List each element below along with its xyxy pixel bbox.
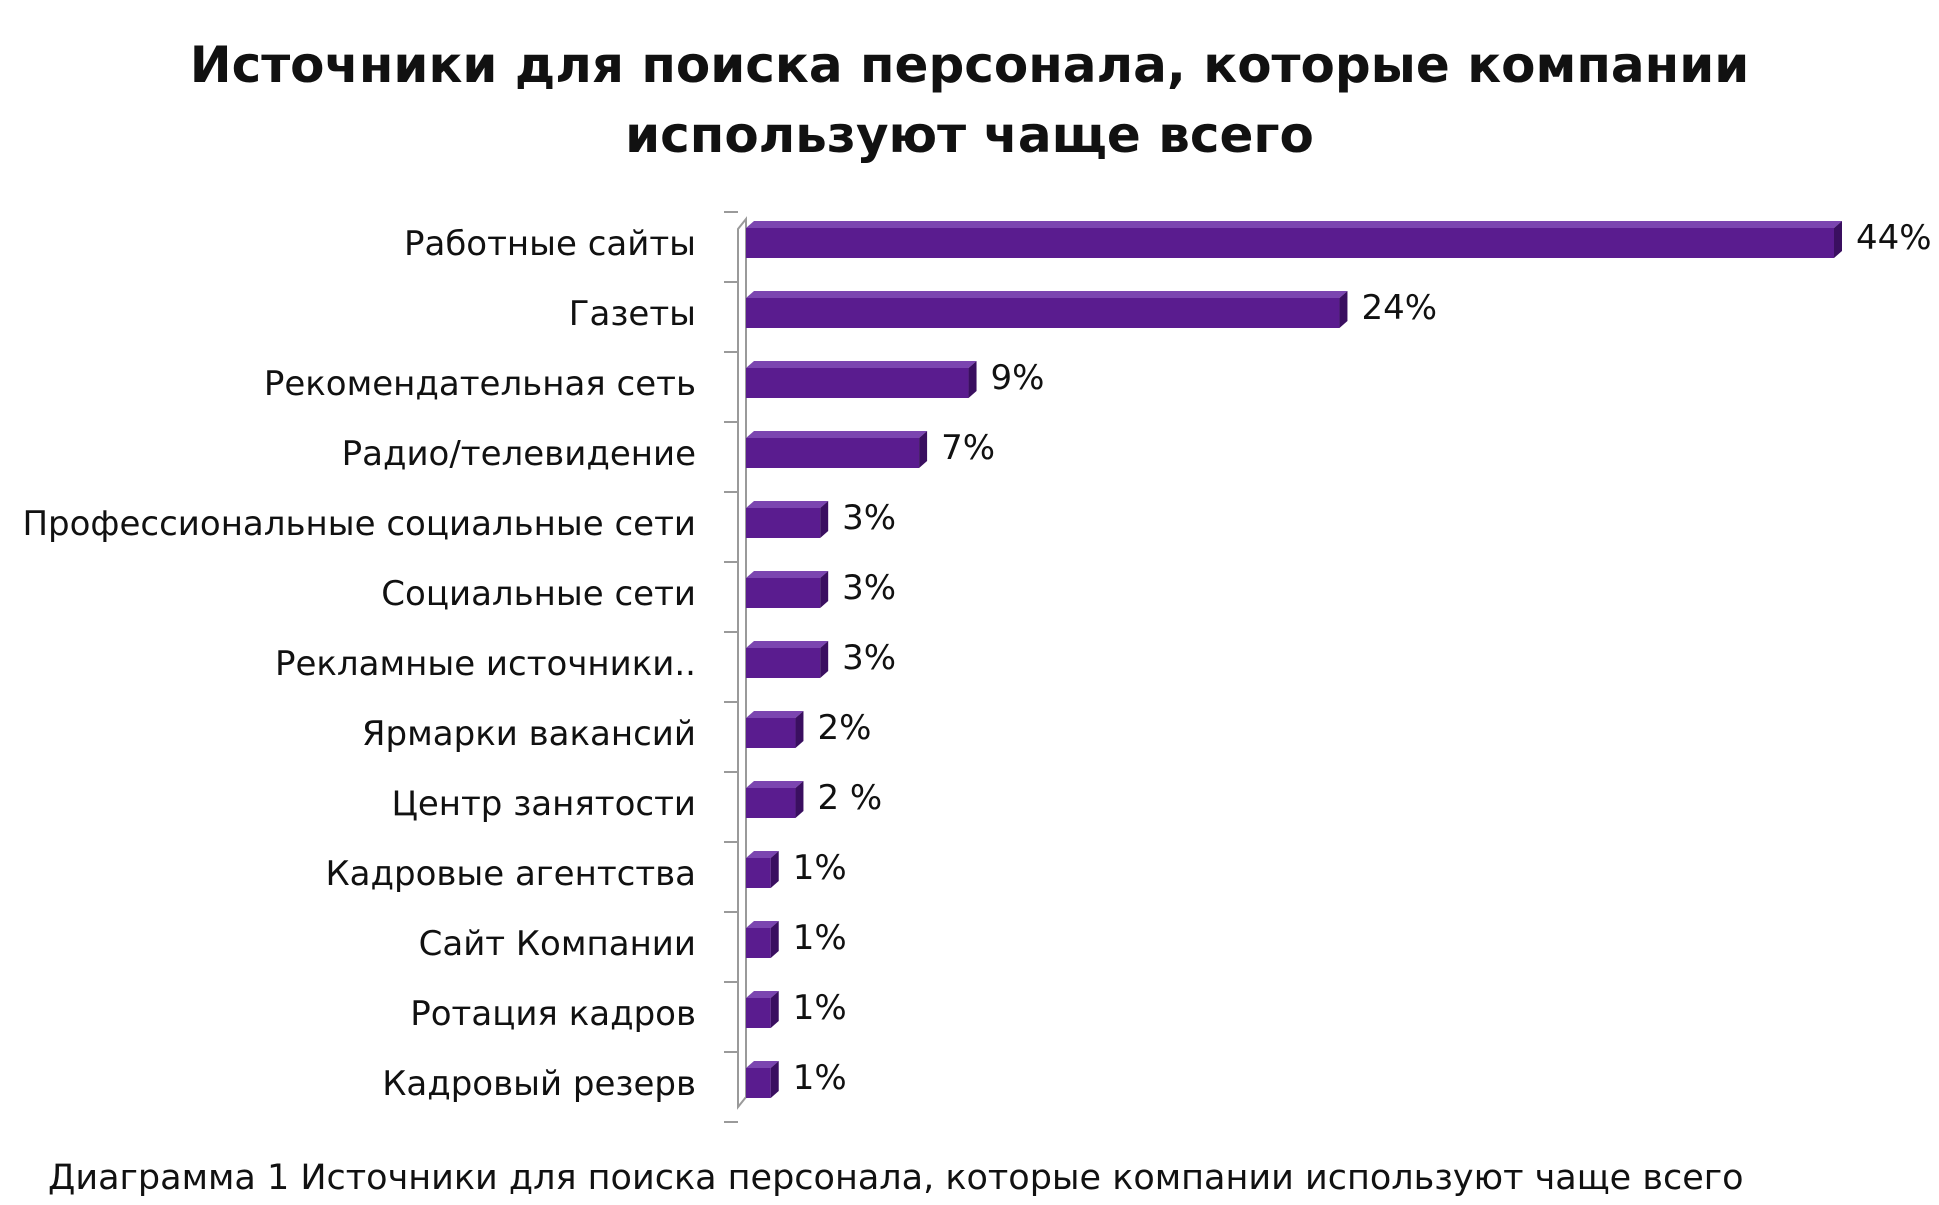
bar-side — [795, 781, 804, 818]
data-label: 9% — [991, 358, 1045, 398]
category-label: Кадровые агентства — [326, 854, 697, 894]
data-label: 24% — [1361, 288, 1437, 328]
bar — [746, 921, 779, 958]
category-label: Кадровый резерв — [382, 1064, 696, 1104]
bar — [746, 851, 779, 888]
bar-front — [746, 648, 821, 678]
bar-side — [968, 361, 977, 398]
category-label: Радио/телевидение — [342, 434, 696, 474]
bar-top — [746, 711, 804, 718]
bar-front — [746, 718, 796, 748]
category-label: Социальные сети — [381, 574, 696, 614]
bar-top — [746, 1061, 779, 1068]
bar-side — [820, 641, 829, 678]
bar-side — [919, 431, 928, 468]
bar — [746, 1061, 779, 1098]
figure-caption: Диаграмма 1 Источники для поиска персона… — [48, 1158, 1744, 1198]
category-label: Рекомендательная сеть — [264, 364, 696, 404]
category-label: Газеты — [569, 294, 696, 334]
y-axis-wall — [724, 211, 747, 1123]
bar — [746, 501, 829, 538]
bar-side — [820, 501, 829, 538]
data-label: 3% — [842, 638, 896, 678]
bar — [746, 781, 804, 818]
chart-title-line-1: Источники для поиска персонала, которые … — [189, 36, 1750, 94]
bar-top — [746, 781, 804, 788]
category-label: Рекламные источники.. — [275, 644, 696, 684]
data-label: 3% — [842, 568, 896, 608]
bar-side — [770, 1061, 779, 1098]
bar-side — [820, 571, 829, 608]
bar-top — [746, 921, 779, 928]
bar-front — [746, 1068, 771, 1098]
bar-side — [1834, 221, 1842, 258]
category-label: Центр занятости — [391, 784, 696, 824]
bar-front — [746, 928, 771, 958]
bar-front — [746, 578, 821, 608]
bar-top — [746, 361, 977, 368]
data-label: 7% — [941, 428, 995, 468]
bar-side — [770, 851, 779, 888]
bar — [746, 361, 977, 398]
bar — [746, 571, 829, 608]
bar-top — [746, 221, 1842, 228]
bar-top — [746, 431, 928, 438]
bar-top — [746, 571, 829, 578]
category-labels: Работные сайты Газеты Рекомендательная сет… — [22, 224, 696, 1104]
bar-top — [746, 851, 779, 858]
bar — [746, 291, 1348, 328]
data-labels: 44% 24% 9% 7% 3% 3% 3% 2% 2 % 1% 1% 1% 1% — [793, 218, 1932, 1098]
bar-side — [770, 921, 779, 958]
category-label: Работные сайты — [404, 224, 696, 264]
bar-top — [746, 501, 829, 508]
bar-top — [746, 291, 1348, 298]
data-label: 1% — [793, 988, 847, 1028]
bar-side — [1339, 291, 1348, 328]
bar-front — [746, 438, 920, 468]
bar-front — [746, 788, 796, 818]
bar-front — [746, 228, 1834, 258]
data-label: 2 % — [817, 778, 882, 818]
bar-front — [746, 858, 771, 888]
data-label: 1% — [793, 1058, 847, 1098]
data-label: 1% — [793, 918, 847, 958]
bar — [746, 221, 1842, 258]
data-label: 1% — [793, 848, 847, 888]
category-label: Ротация кадров — [410, 994, 696, 1034]
category-label: Профессиональные социальные сети — [22, 504, 696, 544]
category-label: Сайт Компании — [419, 924, 696, 964]
bar — [746, 641, 829, 678]
bar-side — [795, 711, 804, 748]
category-label: Ярмарки вакансий — [362, 714, 696, 754]
bar — [746, 711, 804, 748]
bar-side — [770, 991, 779, 1028]
bar-front — [746, 298, 1340, 328]
bar — [746, 991, 779, 1028]
bar-front — [746, 998, 771, 1028]
data-label: 3% — [842, 498, 896, 538]
bars — [746, 221, 1842, 1098]
bar-top — [746, 991, 779, 998]
data-label: 2% — [817, 708, 871, 748]
axis-wall — [737, 216, 747, 1110]
chart-title: Источники для поиска персонала, которые … — [0, 30, 1939, 170]
bar-front — [746, 368, 969, 398]
bar — [746, 431, 928, 468]
data-label: 44% — [1856, 218, 1932, 258]
bar-front — [746, 508, 821, 538]
chart-title-line-2: используют чаще всего — [625, 106, 1314, 164]
bar-top — [746, 641, 829, 648]
